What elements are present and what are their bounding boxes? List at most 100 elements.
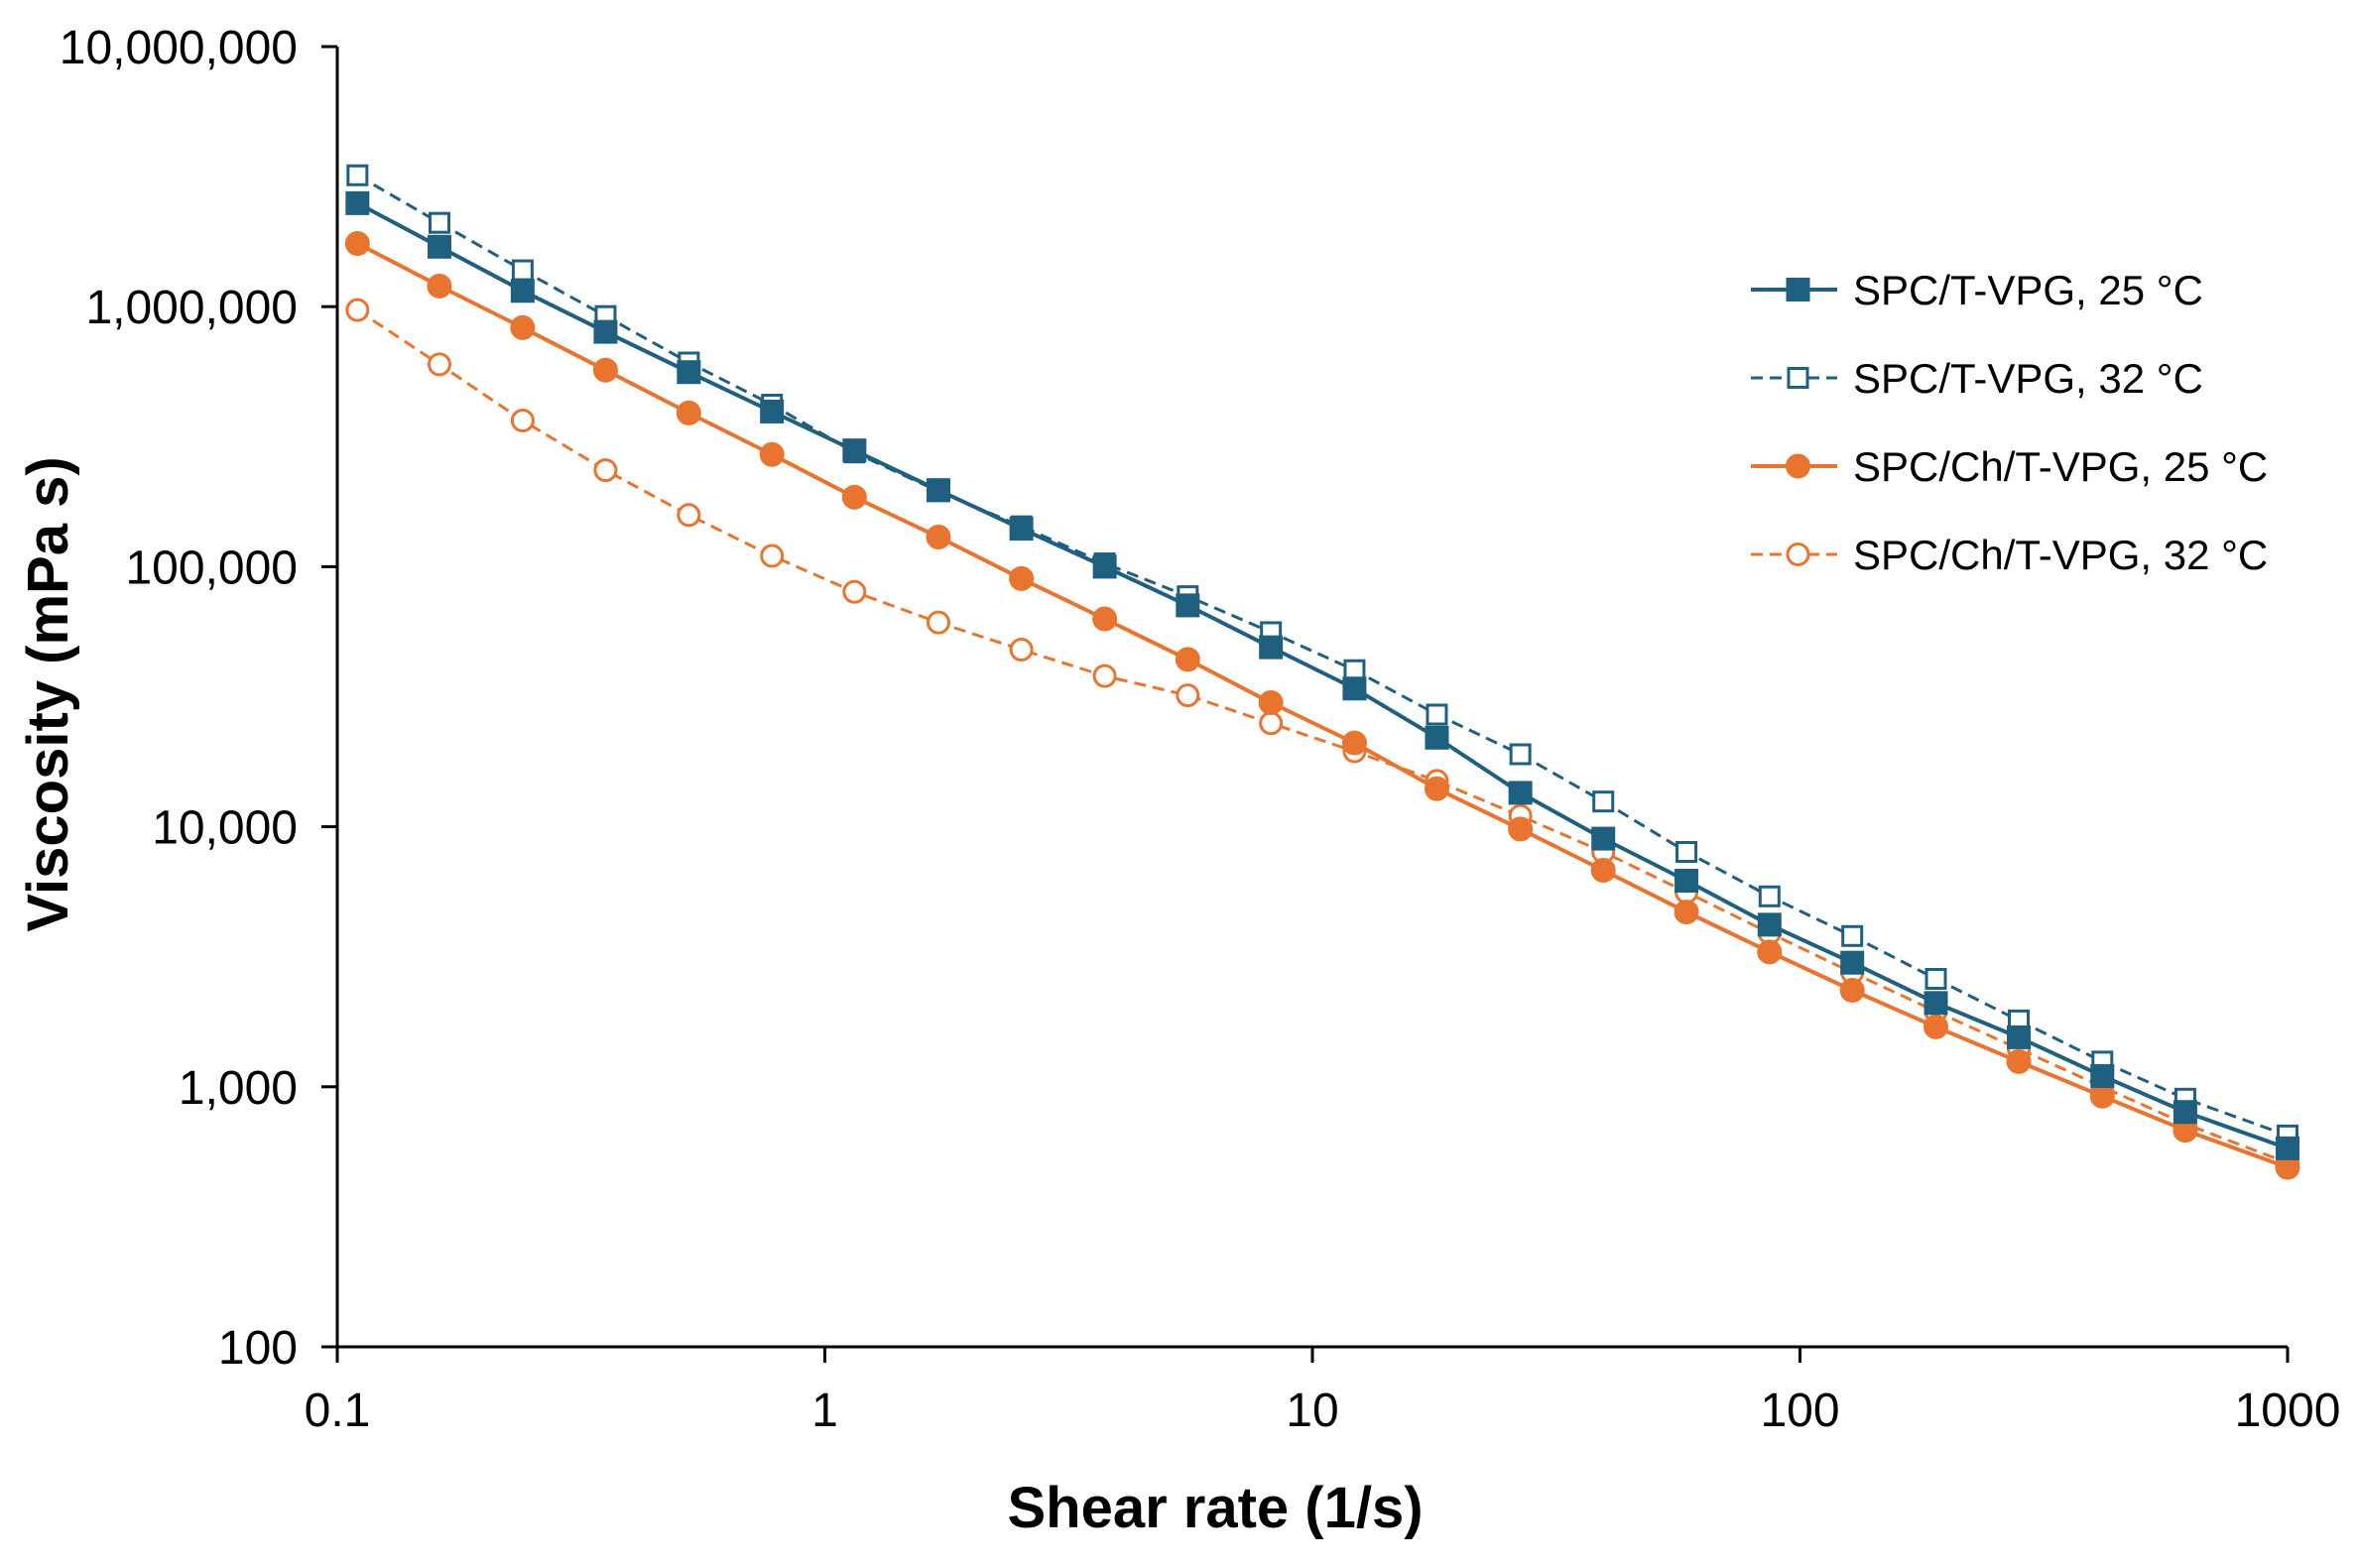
data-point xyxy=(842,438,867,463)
series-1 xyxy=(345,190,2299,1160)
y-tick-label: 1,000,000 xyxy=(85,282,298,334)
data-point xyxy=(592,357,618,383)
data-point xyxy=(676,400,701,425)
data-point xyxy=(1757,939,1783,965)
data-point xyxy=(842,579,867,604)
axes xyxy=(335,47,2288,1349)
data-point xyxy=(759,441,785,467)
legend-marker xyxy=(1786,543,1810,566)
legend-label: SPC/Ch/T-VPG, 25 °C xyxy=(1853,443,2268,490)
data-point xyxy=(677,503,701,528)
data-point xyxy=(677,360,701,385)
data-point xyxy=(927,478,951,503)
data-point xyxy=(1592,790,1615,813)
y-tick-label: 10,000 xyxy=(152,802,298,855)
data-point xyxy=(1426,703,1448,726)
legend-marker xyxy=(1786,278,1810,302)
data-point xyxy=(760,399,785,423)
data-point xyxy=(1508,781,1533,805)
data-point xyxy=(1176,593,1200,618)
data-point xyxy=(427,273,452,299)
legend-label: SPC/T-VPG, 25 °C xyxy=(1853,267,2203,313)
data-point xyxy=(1840,950,1865,975)
axis-ticks: 100 1,000 10,000 100,000 1,000,000 10,000,000… xyxy=(60,22,2341,1437)
data-point xyxy=(1009,565,1035,591)
x-axis-title: Shear rate (1/s) xyxy=(1007,1476,1423,1540)
data-point xyxy=(1176,683,1200,708)
legend-entry: SPC/T-VPG, 25 °C xyxy=(1751,267,2203,313)
data-point xyxy=(1259,711,1284,736)
series-4 xyxy=(345,298,2299,1175)
series-line xyxy=(356,201,2289,1150)
series-3 xyxy=(344,230,2300,1180)
data-point xyxy=(1590,858,1616,884)
data-point xyxy=(1757,912,1782,937)
legend-entry: SPC/T-VPG, 32 °C xyxy=(1751,355,2203,402)
series-line xyxy=(356,308,2289,1164)
legend: SPC/T-VPG, 25 °C SPC/T-VPG, 32 °C SPC/Ch/T… xyxy=(1751,267,2268,578)
data-point xyxy=(2276,1136,2299,1160)
y-axis-title: Viscosity (mPa s) xyxy=(16,456,80,931)
data-point xyxy=(510,279,535,303)
data-point xyxy=(1342,676,1367,701)
data-point xyxy=(2089,1083,2115,1109)
data-point xyxy=(1425,725,1449,750)
data-point xyxy=(510,314,536,340)
x-tick-label: 100 xyxy=(1760,1385,1839,1437)
data-point xyxy=(344,230,370,256)
legend-marker xyxy=(1787,367,1809,389)
series-line xyxy=(356,174,2289,1138)
y-tick-label: 100,000 xyxy=(125,542,298,594)
data-point xyxy=(1758,885,1781,907)
x-tick-label: 0.1 xyxy=(305,1385,371,1437)
data-point xyxy=(593,319,618,344)
data-point xyxy=(593,458,618,483)
data-point xyxy=(427,352,451,377)
data-point xyxy=(2172,1100,2197,1125)
data-point xyxy=(1591,826,1616,851)
data-point xyxy=(1009,637,1034,662)
data-point xyxy=(2090,1063,2115,1088)
legend-label: SPC/Ch/T-VPG, 32 °C xyxy=(1853,532,2268,578)
x-tick-label: 1000 xyxy=(2235,1385,2341,1437)
data-point xyxy=(345,190,370,215)
data-point xyxy=(1258,689,1284,715)
data-point xyxy=(927,610,951,635)
x-tick-label: 10 xyxy=(1286,1385,1338,1437)
data-point xyxy=(1841,924,1864,947)
data-point xyxy=(1924,967,1947,990)
legend-label: SPC/T-VPG, 32 °C xyxy=(1853,355,2203,402)
legend-entry: SPC/Ch/T-VPG, 25 °C xyxy=(1751,443,2268,490)
legend-entry: SPC/Ch/T-VPG, 32 °C xyxy=(1751,532,2268,578)
y-tick-label: 10,000,000 xyxy=(60,22,298,74)
data-point xyxy=(1092,554,1117,579)
series-line xyxy=(356,241,2289,1169)
data-point xyxy=(1175,647,1200,672)
legend-marker xyxy=(1786,453,1810,479)
data-point xyxy=(1092,606,1118,632)
data-point xyxy=(926,525,951,550)
data-point xyxy=(1424,776,1449,801)
data-point xyxy=(760,543,785,568)
data-point xyxy=(1675,869,1699,894)
data-point xyxy=(1508,816,1534,842)
data-point xyxy=(1341,730,1367,756)
data-point xyxy=(1509,743,1532,766)
data-point xyxy=(1674,900,1699,925)
data-point xyxy=(2007,1025,2032,1049)
data-point xyxy=(841,484,867,510)
data-point xyxy=(345,298,370,322)
data-point xyxy=(1092,663,1117,688)
data-point xyxy=(1675,841,1698,864)
data-point xyxy=(1924,1014,1949,1039)
data-point xyxy=(2006,1048,2032,1074)
y-tick-label: 1,000 xyxy=(179,1062,298,1115)
data-point xyxy=(510,408,535,432)
data-point xyxy=(1839,978,1865,1004)
data-point xyxy=(1259,635,1284,660)
y-tick-label: 100 xyxy=(218,1322,298,1375)
data-point xyxy=(427,234,451,259)
data-point xyxy=(511,259,534,282)
